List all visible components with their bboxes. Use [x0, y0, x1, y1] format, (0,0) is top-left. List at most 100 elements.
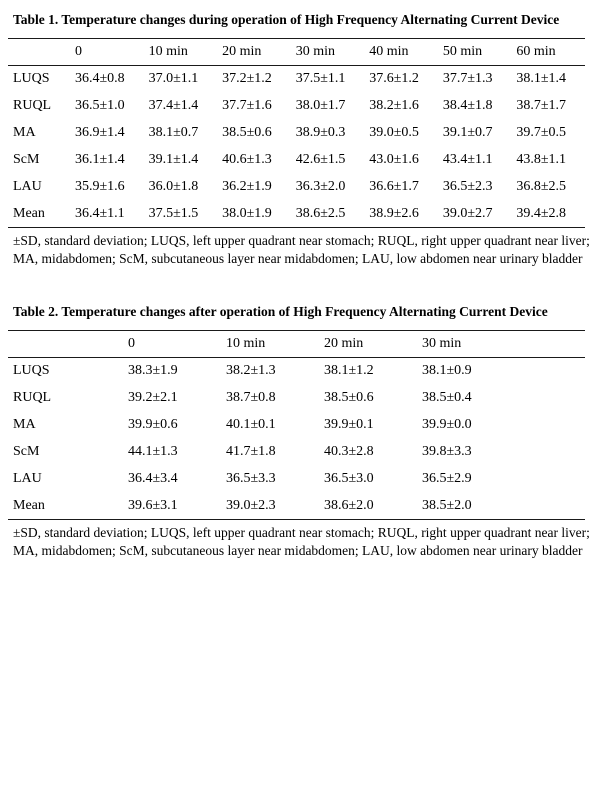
table1-title: Table 1. Temperature changes during oper…: [13, 12, 560, 27]
data-cell: 37.5±1.1: [295, 71, 346, 87]
table-row: ScM 36.1±1.4 39.1±1.4 40.6±1.3 42.6±1.5 43.0±…: [8, 147, 585, 174]
table1-footnote: ±SD, standard deviation; LUQS, left uppe…: [13, 233, 590, 266]
data-cell: 38.0±1.9: [222, 205, 272, 221]
table-row: MA 36.9±1.4 38.1±0.7 38.5±0.6 38.9±0.3 39.0±0…: [8, 120, 585, 147]
data-cell: 38.7±1.7: [516, 98, 567, 113]
row-label: LAU: [13, 179, 42, 194]
data-cell: 39.1±0.7: [442, 125, 493, 140]
header-cell: [8, 39, 70, 66]
header-cell: 0: [128, 336, 135, 351]
data-cell: 36.9±1.4: [75, 125, 125, 140]
data-cell: 38.1±0.9: [422, 363, 472, 379]
header-cell: 20 min: [222, 44, 262, 59]
data-cell: 36.8±2.5: [516, 179, 567, 194]
data-cell: 39.0±2.3: [226, 497, 276, 513]
data-cell: 38.3±1.9: [128, 363, 178, 379]
table2-body: LUQS 38.3±1.9 38.2±1.3 38.1±1.2 38.1±0.9 RUQL…: [8, 358, 585, 520]
data-cell: 36.5±3.0: [324, 471, 374, 486]
data-cell: 39.6±3.1: [128, 497, 178, 513]
row-label: MA: [13, 417, 36, 432]
table2: 0 10 min 20 min 30 min LUQS 38.3±1.9 38.2±1.3…: [8, 330, 585, 520]
data-cell: 42.6±1.5: [295, 152, 346, 167]
table-row: LAU 35.9±1.6 36.0±1.8 36.2±1.9 36.3±2.0 36.6±…: [8, 174, 585, 201]
header-cell: 60 min: [516, 44, 556, 59]
data-cell: 39.2±2.1: [128, 390, 178, 405]
data-cell: 44.1±1.3: [128, 444, 178, 459]
data-cell: 39.9±0.0: [422, 417, 472, 432]
row-label: LAU: [13, 471, 42, 486]
header-cell: 10 min: [226, 336, 266, 351]
data-cell: 38.2±1.6: [369, 98, 419, 113]
table-row: Mean 36.4±1.1 37.5±1.5 38.0±1.9 38.6±2.5 38.9…: [8, 201, 585, 228]
data-cell: 37.6±1.2: [369, 71, 419, 87]
header-cell: [8, 331, 123, 358]
data-cell: 43.4±1.1: [442, 152, 493, 167]
table-row: Mean 39.6±3.1 39.0±2.3 38.6±2.0 38.5±2.0: [8, 493, 585, 520]
data-cell: 39.9±0.6: [128, 417, 178, 432]
table1-section: Table 1. Temperature changes during oper…: [8, 11, 593, 267]
table-row: MA 39.9±0.6 40.1±0.1 39.9±0.1 39.9±0.0: [8, 412, 585, 439]
header-row: 0 10 min 20 min 30 min: [8, 331, 585, 358]
data-cell: 36.4±1.1: [75, 205, 125, 221]
row-label: RUQL: [13, 390, 52, 405]
data-cell: 39.0±0.5: [369, 125, 419, 140]
data-cell: 36.5±2.3: [442, 179, 493, 194]
data-cell: 38.0±1.7: [295, 98, 346, 113]
data-cell: 39.4±2.8: [516, 205, 567, 221]
header-cell: 10 min: [148, 44, 188, 59]
data-cell: 40.3±2.8: [324, 444, 374, 459]
data-cell: 38.4±1.8: [442, 98, 493, 113]
row-label: LUQS: [13, 363, 50, 379]
data-cell: 43.8±1.1: [516, 152, 567, 167]
header-row: 0 10 min 20 min 30 min 40 min 50 min 60 min: [8, 39, 585, 66]
data-cell: 39.1±1.4: [148, 152, 199, 167]
header-cell: 30 min: [295, 44, 335, 59]
data-cell: 36.0±1.8: [148, 179, 199, 194]
data-cell: 39.7±0.5: [516, 125, 567, 140]
data-cell: 37.5±1.5: [148, 205, 199, 221]
data-cell: 38.7±0.8: [226, 390, 276, 405]
row-label: RUQL: [13, 98, 52, 113]
data-cell: 38.1±1.4: [516, 71, 567, 87]
data-cell: 38.5±0.6: [222, 125, 272, 140]
table2-title: Table 2. Temperature changes after opera…: [13, 304, 548, 319]
data-cell: 37.2±1.2: [222, 71, 272, 87]
data-cell: 38.1±1.2: [324, 363, 374, 379]
data-cell: 37.7±1.3: [442, 71, 493, 87]
row-label: Mean: [13, 205, 45, 221]
table2-section: Table 2. Temperature changes after opera…: [8, 303, 593, 559]
row-label: Mean: [13, 497, 45, 513]
table-row: ScM 44.1±1.3 41.7±1.8 40.3±2.8 39.8±3.3: [8, 439, 585, 466]
data-cell: 38.5±0.4: [422, 390, 472, 405]
table-row: LUQS 38.3±1.9 38.2±1.3 38.1±1.2 38.1±0.9: [8, 358, 585, 385]
data-cell: 37.0±1.1: [148, 71, 199, 87]
data-cell: 36.2±1.9: [222, 179, 272, 194]
table-row: LAU 36.4±3.4 36.5±3.3 36.5±3.0 36.5±2.9: [8, 466, 585, 493]
table2-footnote: ±SD, standard deviation; LUQS, left uppe…: [13, 525, 590, 558]
data-cell: 38.9±2.6: [369, 205, 419, 221]
data-cell: 38.2±1.3: [226, 363, 276, 379]
row-label: MA: [13, 125, 36, 140]
data-cell: 36.5±2.9: [422, 471, 472, 486]
data-cell: 36.5±1.0: [75, 98, 125, 113]
data-cell: 38.9±0.3: [295, 125, 346, 140]
header-cell: 40 min: [369, 44, 409, 59]
data-cell: 36.4±0.8: [75, 71, 125, 87]
data-cell: 40.1±0.1: [226, 417, 276, 432]
table1: 0 10 min 20 min 30 min 40 min 50 min 60 min LU…: [8, 38, 585, 228]
header-cell: 30 min: [422, 336, 462, 351]
data-cell: 38.6±2.0: [324, 497, 374, 513]
row-label: ScM: [13, 152, 40, 167]
table-row: RUQL 39.2±2.1 38.7±0.8 38.5±0.6 38.5±0.4: [8, 385, 585, 412]
table-row: LUQS 36.4±0.8 37.0±1.1 37.2±1.2 37.5±1.1 37.6…: [8, 66, 585, 93]
data-cell: 40.6±1.3: [222, 152, 272, 167]
data-cell: 36.5±3.3: [226, 471, 276, 486]
data-cell: 39.8±3.3: [422, 444, 472, 459]
data-cell: 35.9±1.6: [75, 179, 125, 194]
data-cell: 39.0±2.7: [442, 205, 493, 221]
data-cell: 36.1±1.4: [75, 152, 125, 167]
table2-header: 0 10 min 20 min 30 min: [8, 331, 585, 358]
data-cell: 37.7±1.6: [222, 98, 272, 113]
row-label: LUQS: [13, 71, 50, 87]
table-row: RUQL 36.5±1.0 37.4±1.4 37.7±1.6 38.0±1.7 38.2…: [8, 93, 585, 120]
